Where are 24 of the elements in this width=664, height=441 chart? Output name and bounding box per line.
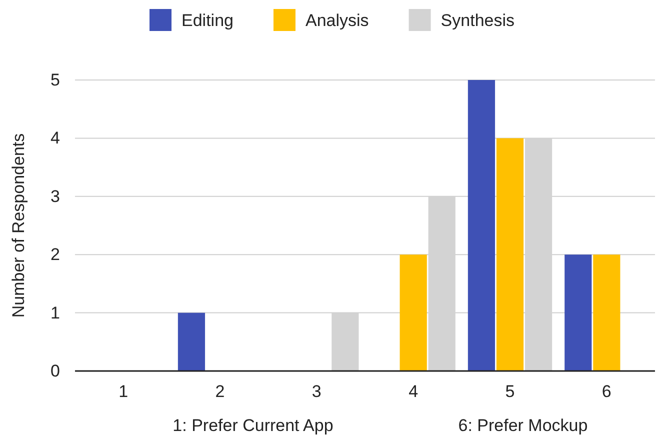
bar — [468, 80, 496, 371]
x-tick-label: 6 — [602, 382, 612, 402]
bar — [564, 254, 592, 371]
x-tick-label: 1 — [118, 382, 128, 402]
bar — [400, 254, 427, 371]
bar — [593, 254, 620, 371]
y-tick-label: 3 — [50, 186, 60, 206]
y-tick-label: 1 — [50, 303, 60, 322]
legend-label: Synthesis — [440, 10, 514, 30]
y-tick-label: 5 — [50, 70, 60, 90]
text: 1: Prefer Current App — [172, 416, 334, 435]
x-tick-label: 4 — [408, 382, 418, 402]
bar — [178, 312, 206, 371]
legend-label: Analysis — [305, 10, 369, 30]
y-tick-label: 2 — [50, 245, 60, 264]
x-tick-label: 5 — [505, 382, 515, 402]
bar — [496, 138, 524, 371]
y-tick-label: 4 — [50, 128, 60, 148]
x-tick-label: 3 — [312, 382, 322, 402]
x-tick-label: 2 — [215, 382, 225, 402]
y-axis-title: Number of Respondents — [9, 133, 28, 318]
y-tick-label: 0 — [50, 361, 60, 380]
legend-label: Editing — [182, 10, 234, 30]
text: 6: Prefer Mockup — [458, 416, 588, 435]
